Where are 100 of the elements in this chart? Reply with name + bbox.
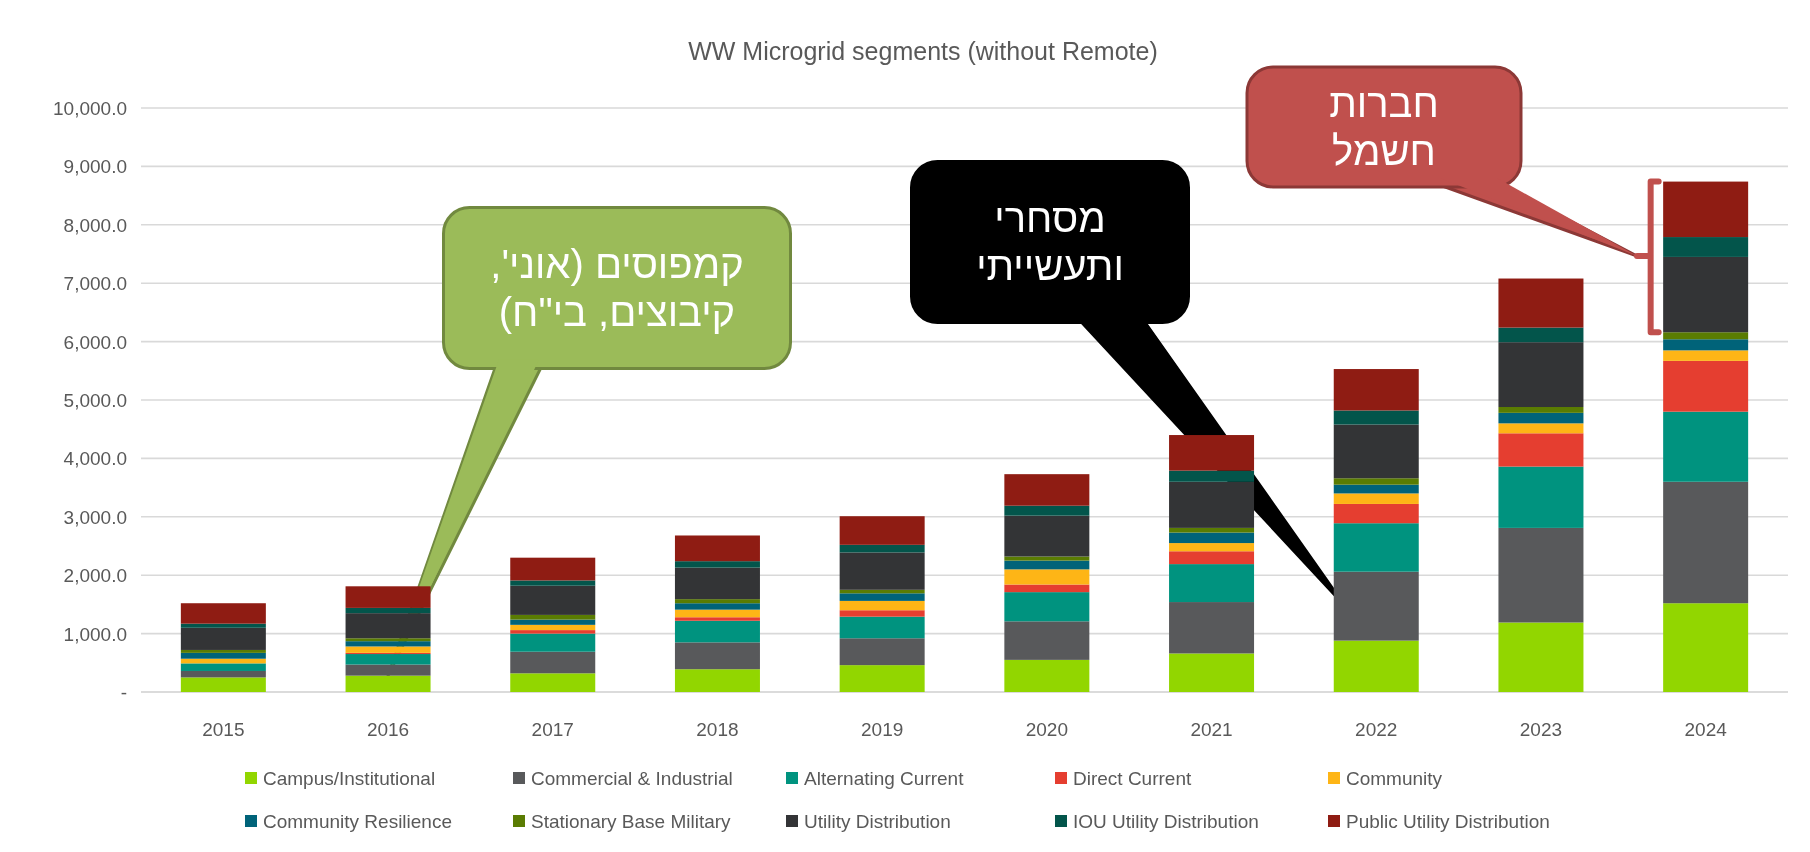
legend-label: Stationary Base Military [531,811,732,832]
bar [1333,493,1419,504]
bar [839,544,925,553]
annotation: קמפוסים (אוני', קיבוצים, בי"ח) [489,241,745,336]
bar [510,633,596,652]
bar [345,675,431,692]
bar [1169,653,1255,692]
bar [839,665,925,692]
x-tick-label: 2023 [1519,719,1563,740]
y-tick-label: 9,000.0 [63,156,127,178]
bar [674,620,760,643]
bar [510,630,596,634]
bar [345,586,431,608]
bar [180,663,266,671]
bar [1169,532,1255,544]
bar [1498,527,1584,623]
bar [1169,435,1255,471]
annotation: מסחרי ותעשייתי [975,195,1125,290]
bar [1498,342,1584,408]
x-tick-label: 2021 [1190,719,1233,740]
bar [839,600,925,611]
legend-label: Community [1346,768,1443,789]
bar [1663,603,1749,692]
y-tick-label: 10,000.0 [53,98,127,119]
bar [180,670,266,678]
bar [1004,556,1090,561]
bar [674,599,760,604]
bar [345,664,431,676]
bar [1169,481,1255,528]
legend-label: Commercial & Industrial [531,768,733,789]
bar [510,580,596,586]
legend-label: Public Utility Distribution [1346,811,1550,832]
bar [674,669,760,692]
bar [839,616,925,639]
bar [1333,571,1419,641]
bar [180,623,266,628]
y-tick-label: 7,000.0 [63,273,127,295]
bar [510,619,596,625]
y-tick-label: 2,000.0 [63,565,127,587]
y-tick-label: 8,000.0 [63,214,127,236]
bar [1004,474,1090,506]
chart-title: WW Microgrid segments (without Remote) [688,37,1158,65]
bar [345,607,431,614]
bar [510,557,596,581]
bar [1333,424,1419,479]
x-tick-label: 2022 [1355,719,1398,740]
bar [180,677,266,692]
bar [510,651,596,674]
bar [1004,560,1090,570]
legend-label: Alternating Current [804,768,965,789]
bar [1169,602,1255,654]
bar [1169,543,1255,552]
bar [1663,237,1749,257]
bar [1663,481,1749,604]
bar [674,535,760,562]
bar [1663,350,1749,361]
bar [1004,659,1090,692]
bar [180,652,266,659]
bar [1663,332,1749,340]
bar [839,638,925,666]
bar [180,627,266,650]
bar [345,641,431,647]
x-tick-label: 2018 [696,719,739,740]
bar [510,624,596,631]
bar [1333,478,1419,485]
bar [1004,515,1090,557]
bar [839,610,925,617]
bar [1169,470,1255,482]
bar [1004,505,1090,516]
bar [1004,621,1090,660]
bar [674,642,760,670]
bar [1333,640,1419,692]
bar [180,649,266,653]
bar [1333,503,1419,524]
x-tick-label: 2015 [202,719,245,740]
bar [345,613,431,639]
bar [839,593,925,601]
bar [1498,412,1584,424]
bar [1333,410,1419,425]
y-tick-label: 3,000.0 [63,506,127,528]
y-tick-label: 4,000.0 [63,448,127,470]
bar [1169,527,1255,533]
bar [1498,466,1584,528]
bar [345,638,431,642]
bar [180,603,266,624]
legend-label: Community Resilience [263,811,453,832]
bar [1663,339,1749,351]
y-tick-label: 6,000.0 [63,331,127,353]
bar [674,617,760,621]
bar [1663,411,1749,482]
bar [674,609,760,618]
bar [345,646,431,653]
bar [1004,584,1090,593]
bar [510,614,596,620]
bar [1004,592,1090,622]
bar [1498,423,1584,434]
bar [1498,622,1584,692]
bar [1498,327,1584,343]
legend-label: Campus/Institutional [263,768,436,789]
legend-label: Utility Distribution [804,811,951,832]
